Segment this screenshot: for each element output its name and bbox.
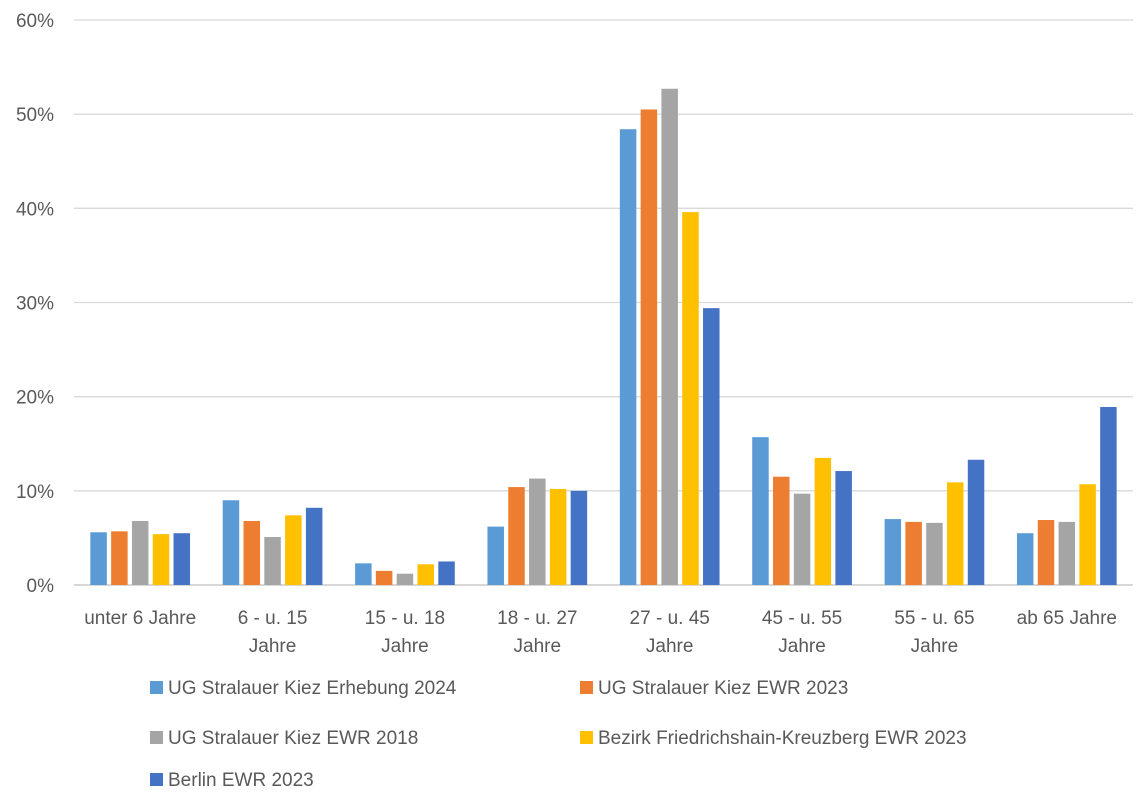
y-tick-label: 10% [16,482,54,503]
x-category-label: 45 - u. 55 [762,608,842,629]
bar [355,563,372,585]
x-axis-category-labels: unter 6 Jahre 6 - u. 15 Jahre 15 - u. 18 Jah… [84,608,1117,657]
bar [243,520,261,585]
bar [967,459,985,585]
legend-label: Berlin EWR 2023 [168,770,314,791]
legend-label: UG Stralauer Kiez EWR 2018 [168,728,418,749]
bar [773,476,790,585]
bar [835,471,852,585]
bar [438,561,455,585]
bar [549,488,567,585]
bar [703,308,720,585]
bar [375,570,393,586]
x-category-label: Jahre [778,636,826,657]
bar [396,573,414,585]
bar [1100,407,1117,585]
bar [152,534,170,585]
bar [946,482,964,585]
x-category-label: 15 - u. 18 [365,608,445,629]
bar [264,536,281,585]
bar [508,487,525,585]
legend-swatch [580,731,593,744]
x-category-label: 55 - u. 65 [894,608,974,629]
x-category-label: Jahre [514,636,562,657]
bar [222,500,240,585]
legend-label: UG Stralauer Kiez Erhebung 2024 [168,678,457,699]
y-tick-label: 50% [16,105,54,126]
legend-label: UG Stralauer Kiez EWR 2023 [598,678,848,699]
y-tick-label: 30% [16,294,54,315]
bar [1016,533,1034,585]
bar [305,507,323,585]
legend-swatch [150,731,163,744]
bar [793,493,811,585]
y-tick-label: 0% [27,576,55,597]
bar [417,564,434,585]
bar [570,490,588,585]
gridlines [74,19,1133,586]
bar [1079,484,1096,585]
bar [905,521,922,585]
legend: UG Stralauer Kiez Erhebung 2024 UG Strala… [150,678,967,791]
y-axis-tick-labels: 0% 10% 20% 30% 40% 50% 60% [16,11,54,597]
x-category-label: Jahre [381,636,429,657]
x-category-label: unter 6 Jahre [84,608,196,629]
x-category-label: 18 - u. 27 [497,608,577,629]
x-category-label: 6 - u. 15 [238,608,308,629]
bar [682,212,699,585]
legend-label: Bezirk Friedrichshain-Kreuzberg EWR 2023 [598,728,967,749]
bar [285,515,302,585]
bar [529,478,546,585]
bar [1058,521,1076,585]
bar [173,533,191,585]
legend-swatch [580,681,593,694]
bar [619,129,637,586]
bar [814,457,832,586]
bar [884,519,902,585]
x-category-label: Jahre [249,636,297,657]
bars [90,88,1117,586]
y-tick-label: 40% [16,199,54,220]
bar [752,437,769,585]
bar [111,531,128,585]
bar [926,522,943,585]
legend-swatch [150,773,163,786]
bar [1037,520,1055,585]
legend-swatch [150,681,163,694]
bar [90,532,107,585]
x-category-label: Jahre [646,636,694,657]
bar [487,526,504,585]
bar [640,109,658,586]
y-tick-label: 20% [16,388,54,409]
x-category-label: Jahre [911,636,959,657]
bar [131,520,149,585]
bar [661,88,678,586]
y-tick-label: 60% [16,11,54,32]
x-category-label: 27 - u. 45 [630,608,710,629]
x-category-label: ab 65 Jahre [1017,608,1117,629]
